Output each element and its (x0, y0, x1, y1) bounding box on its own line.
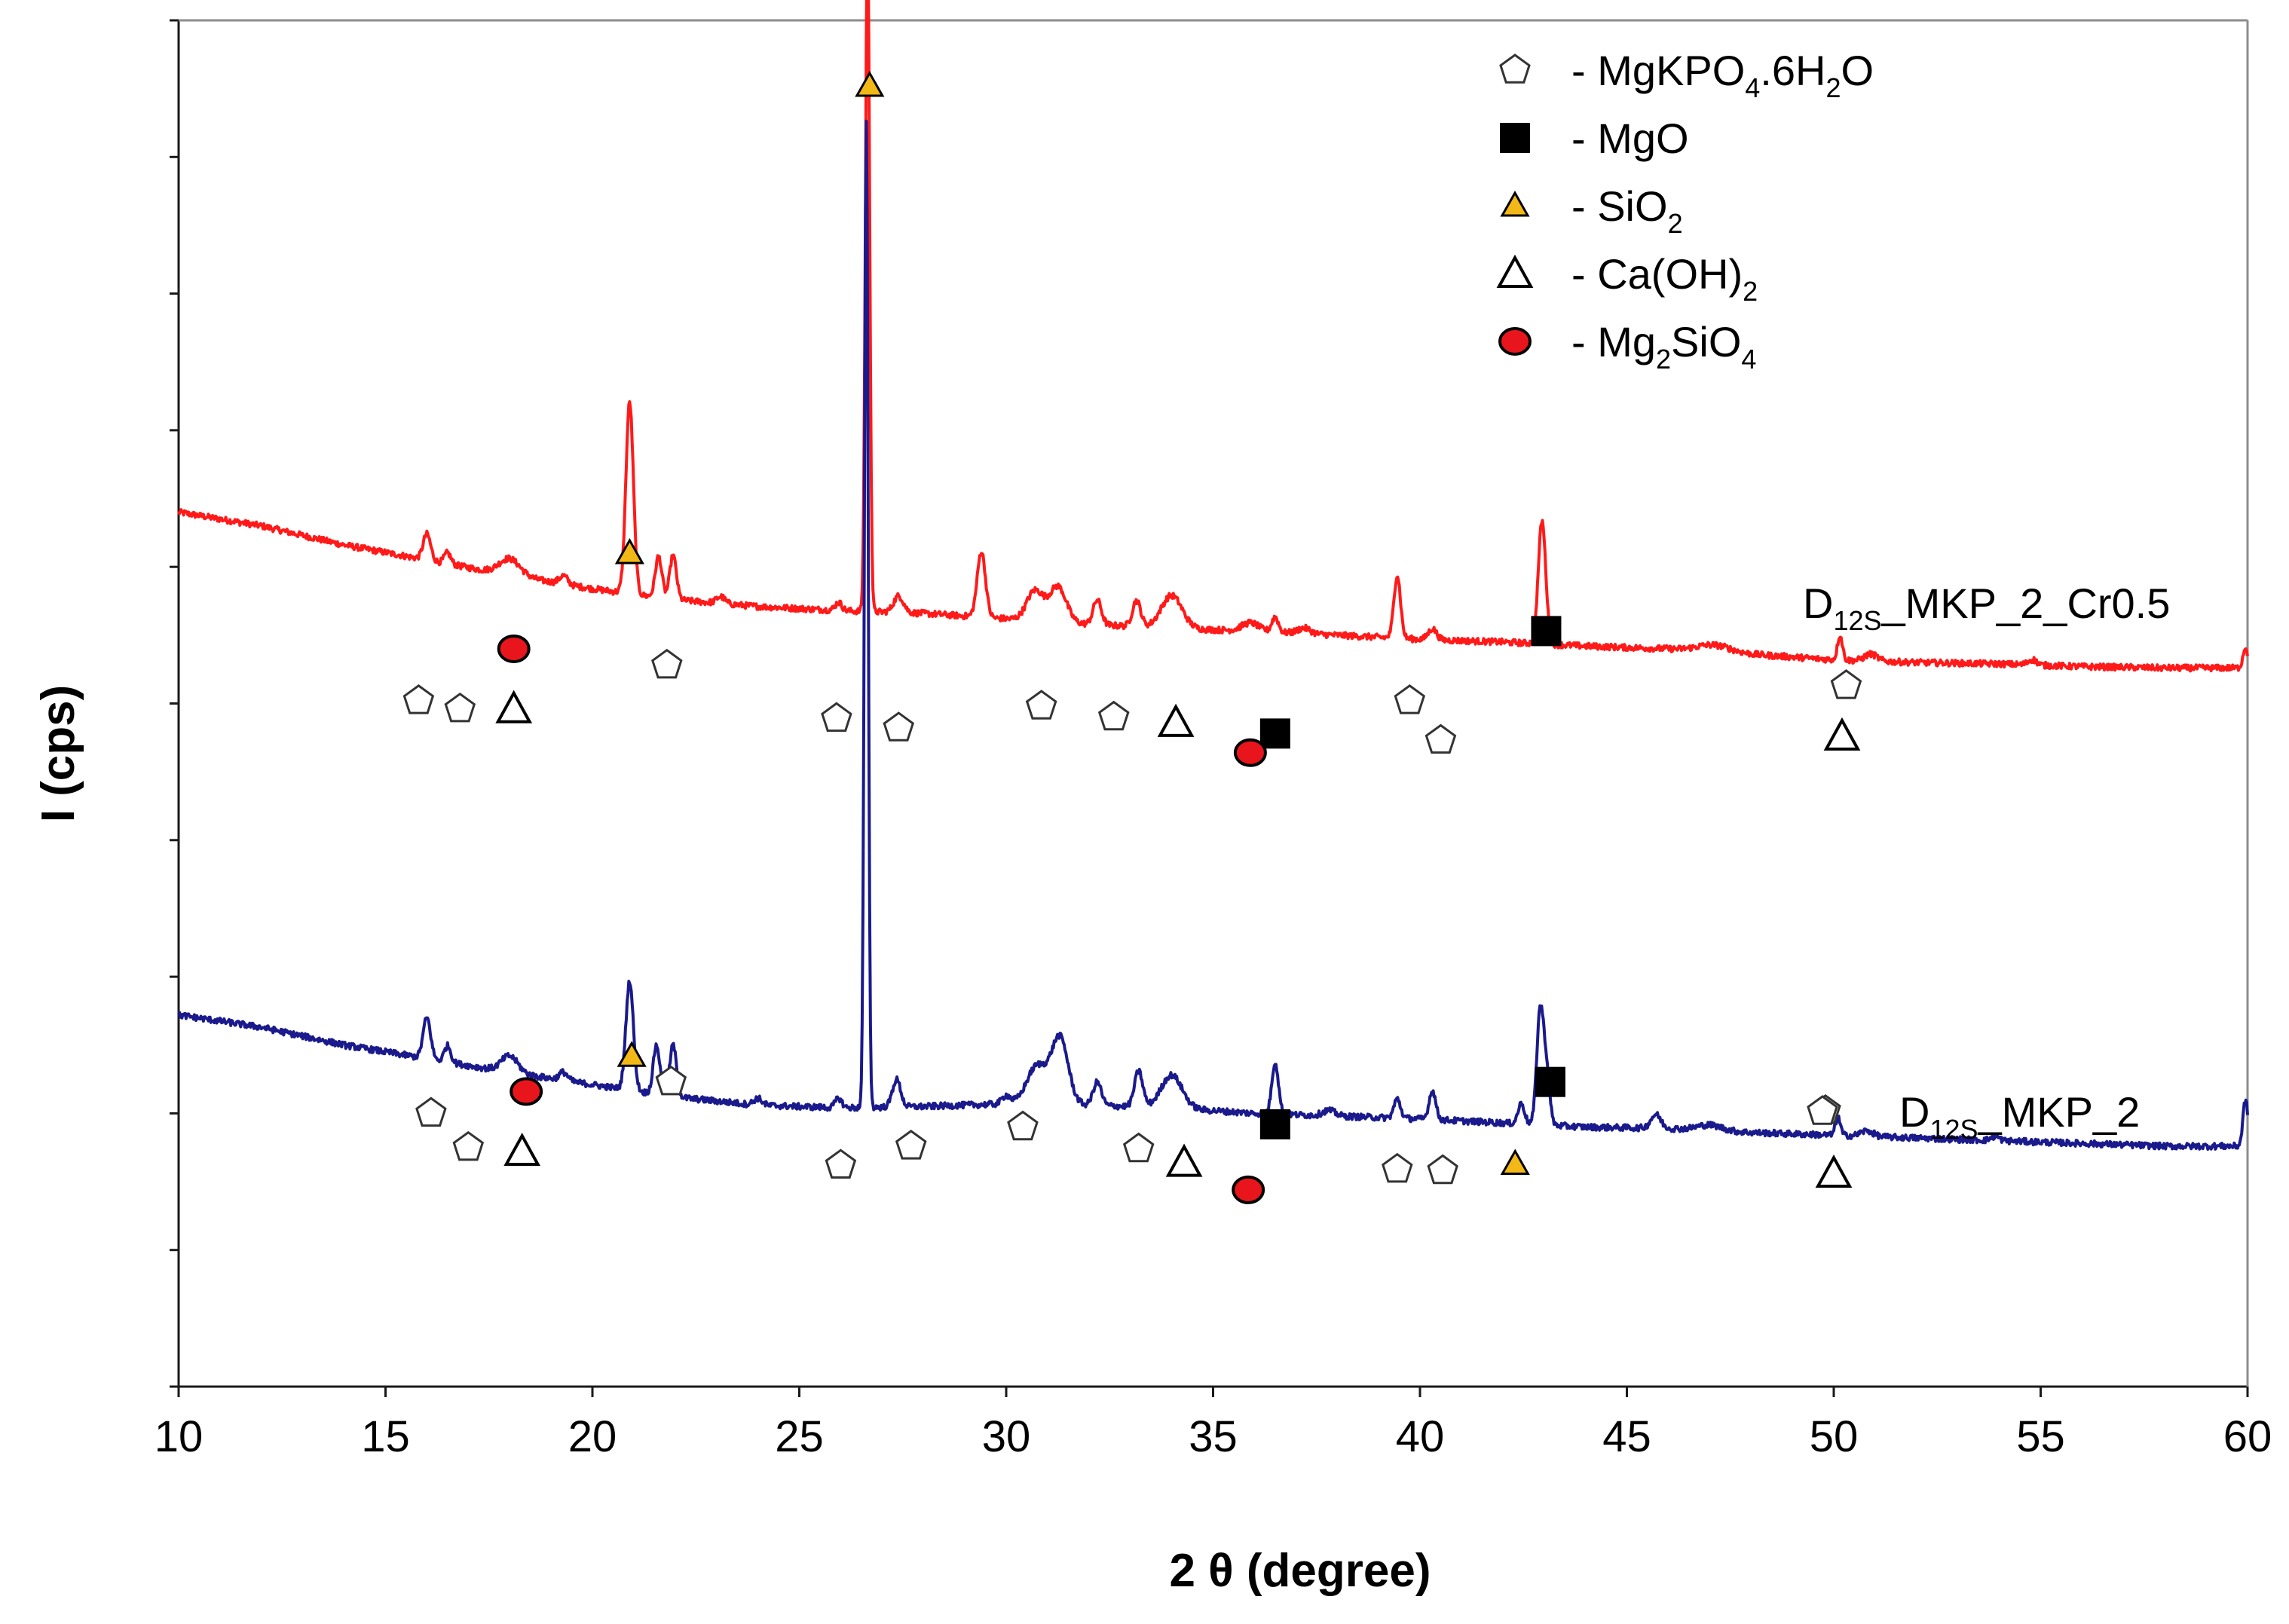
square-marker (1500, 123, 1530, 153)
triangle-open-marker (1157, 703, 1195, 737)
square-marker (1531, 616, 1562, 647)
pentagon-marker (415, 1096, 447, 1127)
pentagon-marker (1122, 1132, 1155, 1163)
pentagon-marker (452, 1130, 485, 1161)
x-tick-label: 55 (2016, 1412, 2065, 1461)
series-label-cr: D12S_MKP_2_Cr0.5 (1803, 580, 2170, 636)
pentagon-marker (895, 1130, 927, 1160)
triangle-open-marker (1496, 254, 1534, 288)
circle-red-marker (497, 634, 531, 663)
x-tick-label: 50 (1810, 1412, 1859, 1461)
x-tick-label: 45 (1602, 1412, 1651, 1461)
triangle-open-marker (495, 690, 533, 723)
circle-red-marker (1233, 738, 1267, 767)
x-tick-label: 20 (568, 1412, 617, 1461)
triangle-yellow-marker (614, 538, 644, 564)
y-ticks (170, 19, 179, 1388)
x-tick-label: 35 (1189, 1412, 1238, 1461)
pentagon-marker (1499, 54, 1531, 84)
x-ticks (177, 1387, 2249, 1397)
x-axis-title: 2 θ (degree) (1169, 1545, 1431, 1597)
x-tick-label: 15 (361, 1412, 410, 1461)
circle-red-marker (1232, 1175, 1265, 1204)
pentagon-marker (821, 702, 852, 732)
series-line-cr (177, 0, 2249, 673)
square-marker (1259, 1109, 1290, 1139)
triangle-yellow-marker (1500, 190, 1530, 217)
legend-entry-label: - Ca(OH)2 (1571, 250, 1758, 307)
series-group (177, 0, 2249, 1151)
triangle-open-marker (503, 1133, 541, 1167)
triangle-open-marker (1815, 1155, 1853, 1188)
legend-entry-label: - SiO2 (1571, 182, 1683, 239)
x-tick-labels: 10 15 20 25 30 35 40 45 50 55 60 (155, 1412, 2272, 1461)
x-tick-label: 60 (2223, 1412, 2272, 1461)
legend-entry-label: - MgKPO4.6H2O (1571, 47, 1874, 103)
pentagon-marker (883, 711, 915, 742)
x-tick-label: 10 (155, 1412, 204, 1461)
square-marker (1259, 718, 1290, 749)
pentagon-marker (1025, 690, 1057, 720)
pentagon-marker (825, 1148, 857, 1179)
series-label-mkp-pentagon (1807, 1095, 1838, 1125)
x-tick-label: 40 (1396, 1412, 1445, 1461)
series-line-mkp (177, 119, 2249, 1151)
x-tick-label: 25 (775, 1412, 824, 1461)
legend: - MgKPO4.6H2O - MgO - SiO2 - Ca(OH)2 - Mg2Si… (1496, 47, 1874, 375)
circle-red-marker (1498, 327, 1532, 356)
legend-entry-label: - MgO (1571, 115, 1689, 162)
triangle-yellow-marker (617, 1041, 647, 1067)
series-label-mkp: D12S_MKP_2 (1899, 1088, 2140, 1145)
pentagon-marker (1427, 1154, 1458, 1185)
x-tick-label: 30 (982, 1412, 1031, 1461)
y-axis-title: I (cps) (32, 685, 84, 823)
pentagon-marker (1382, 1152, 1413, 1183)
triangle-yellow-marker (1500, 1148, 1530, 1175)
pentagon-marker (1807, 1095, 1838, 1125)
square-marker (1535, 1066, 1565, 1097)
triangle-open-marker (1823, 717, 1861, 751)
pentagon-marker (1830, 669, 1862, 699)
pentagon-marker (1425, 723, 1457, 754)
pentagon-marker (651, 648, 683, 679)
phase-markers (402, 70, 1862, 1204)
pentagon-marker (1007, 1110, 1039, 1141)
triangle-open-marker (1165, 1143, 1203, 1177)
pentagon-marker (444, 692, 476, 723)
legend-entry-label: - Mg2SiO4 (1571, 318, 1756, 375)
triangle-yellow-marker (855, 70, 885, 97)
circle-red-marker (510, 1077, 543, 1106)
pentagon-marker (655, 1065, 687, 1096)
pentagon-marker (1097, 700, 1130, 731)
pentagon-marker (402, 684, 435, 714)
pentagon-marker (1394, 684, 1426, 714)
